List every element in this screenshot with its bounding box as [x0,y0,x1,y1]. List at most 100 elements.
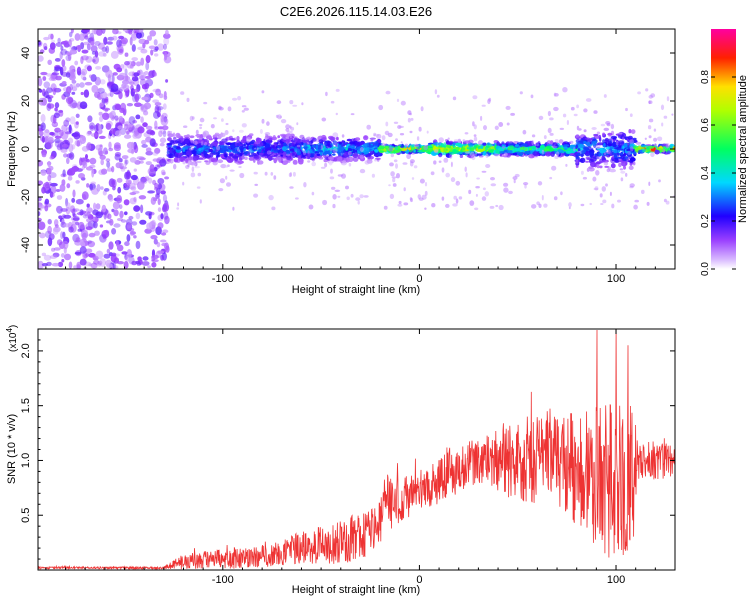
band-blob [277,135,281,139]
noise-blob [47,160,51,168]
band-blob [171,150,176,154]
noise-blob [60,208,68,212]
faint-blob [204,141,208,146]
band-blob [173,136,177,140]
faint-blob [568,202,572,208]
band-blob [593,133,599,137]
spectrogram-marks [38,29,675,269]
faint-blob [359,154,364,159]
noise-blob [97,262,102,267]
noise-blob [41,263,49,267]
x-tick-label: 100 [607,273,625,285]
noise-blob [57,37,61,44]
noise-blob [161,242,168,247]
noise-blob [114,103,122,111]
faint-blob [286,153,291,157]
noise-blob [70,208,78,213]
band-blob [369,151,375,155]
noise-blob [76,261,82,269]
faint-blob [602,199,607,204]
band-blob [600,123,606,127]
noise-blob [96,29,103,36]
band-blob [199,156,206,160]
band-blob [629,157,636,162]
faint-blob [335,88,340,92]
noise-blob [124,52,129,57]
faint-blob [241,105,247,108]
noise-blob [157,250,165,254]
noise-blob [80,241,86,247]
faint-blob [385,121,389,127]
faint-blob [289,100,294,105]
band-blob [457,138,462,144]
faint-blob [225,122,229,126]
noise-blob [130,186,137,191]
band-blob [184,138,190,144]
noise-blob [38,55,44,62]
faint-blob [350,113,355,116]
noise-blob [86,131,91,137]
faint-blob [292,171,296,177]
band-blob [487,142,490,146]
faint-blob [465,151,470,155]
noise-blob [63,119,70,127]
faint-blob [503,182,509,187]
noise-blob [99,224,104,228]
faint-blob [285,128,290,132]
colorbar-tick-label: 0.2 [700,214,711,228]
band-blob [607,143,613,147]
noise-blob [75,180,80,184]
snr-x-label: Height of straight line (km) [292,584,420,596]
noise-blob [162,204,168,211]
band-blob [192,156,200,161]
noise-blob [87,240,96,248]
noise-blob [150,49,154,56]
noise-blob [100,159,104,166]
noise-blob [130,231,136,235]
faint-blob [406,153,411,160]
noise-blob [65,54,72,62]
noise-blob [50,192,55,198]
band-blob [263,153,267,156]
noise-blob [48,165,54,171]
noise-blob [81,145,90,152]
noise-blob [40,71,48,76]
noise-blob [120,37,128,45]
noise-blob [98,111,103,116]
noise-blob [116,244,124,252]
band-blob [577,152,581,156]
faint-blob [275,114,279,118]
faint-blob [645,88,649,92]
faint-blob [653,128,657,132]
noise-blob [104,150,109,155]
noise-blob [69,205,76,214]
noise-blob [163,33,171,39]
band-blob [602,132,606,136]
band-blob [224,153,228,158]
noise-blob [85,226,93,231]
faint-blob [650,152,655,158]
noise-blob [104,188,110,192]
faint-blob [424,207,427,210]
noise-blob [95,250,104,260]
band-blob [238,145,245,151]
band-blob [195,129,199,135]
band-blob [328,160,333,166]
noise-blob [111,74,115,83]
noise-blob [38,221,46,230]
faint-blob [307,150,310,154]
noise-blob [110,254,117,263]
noise-blob [119,166,128,170]
noise-blob [83,89,90,98]
faint-blob [661,122,664,127]
band-blob [217,159,224,164]
band-blob [482,142,487,146]
band-blob [264,143,271,149]
noise-blob [145,125,153,130]
spectrogram-y-label: Frequency (Hz) [6,111,18,187]
band-blob [259,129,263,134]
faint-blob [513,179,516,184]
noise-blob [62,240,69,250]
band-blob [282,146,287,152]
snr-background [38,329,675,570]
